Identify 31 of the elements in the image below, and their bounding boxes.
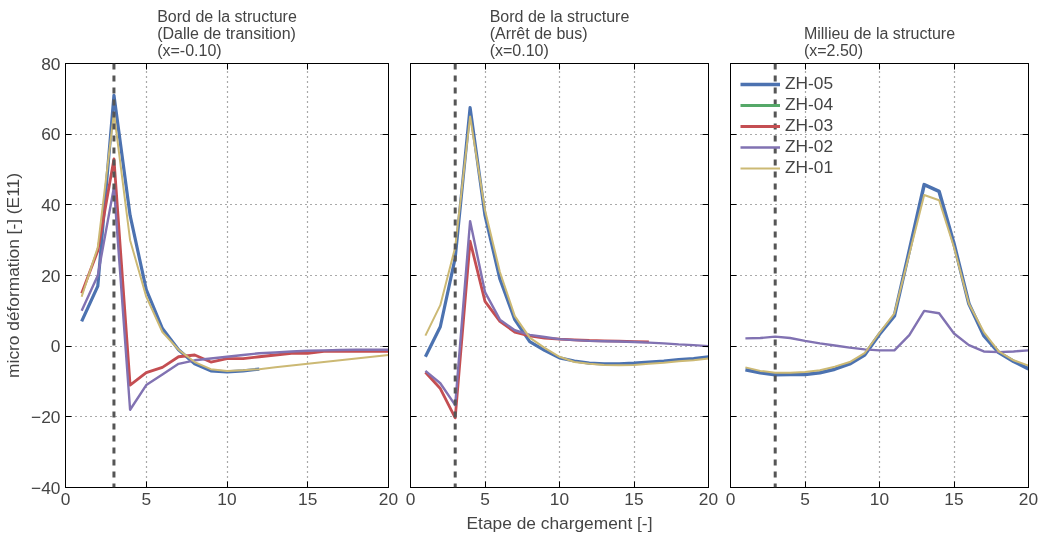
x-tick-label: 20 <box>378 488 399 509</box>
legend-label: ZH-05 <box>785 73 834 94</box>
x-tick-label: 15 <box>298 488 318 509</box>
chart-title: Bord de la structure (Dalle de transition) (x=-0.10) <box>157 7 297 59</box>
chart-title: Bord de la structure (Arrêt de bus) (x=0.10) <box>489 7 630 59</box>
x-tick-label: 5 <box>800 488 810 509</box>
x-tick-label: 15 <box>944 488 964 509</box>
x-tick-label: 15 <box>624 488 644 509</box>
y-tick-label: 40 <box>41 194 61 215</box>
y-tick-label: −40 <box>31 477 61 498</box>
x-tick-label: 20 <box>1018 488 1039 509</box>
y-tick-label: 80 <box>41 53 61 74</box>
y-tick-label: 60 <box>41 124 61 145</box>
x-axis-title: Etape de chargement [-] <box>466 512 653 533</box>
x-tick-label: 10 <box>549 488 570 509</box>
y-tick-label: 20 <box>41 265 61 286</box>
x-tick-label: 10 <box>217 488 237 509</box>
x-tick-label: 10 <box>869 488 890 509</box>
x-tick-label: 0 <box>725 488 736 509</box>
legend-label: ZH-02 <box>785 136 834 157</box>
legend-label: ZH-04 <box>785 94 834 115</box>
chart-title: Millieu de la structure (x=2.50) <box>803 24 956 59</box>
x-tick-label: 5 <box>141 488 152 509</box>
x-tick-label: 5 <box>480 488 490 509</box>
legend-label: ZH-03 <box>785 115 834 136</box>
y-tick-label: 0 <box>50 336 61 357</box>
y-axis-title: micro déformation [-] (E11) <box>3 173 24 378</box>
y-tick-label: −20 <box>31 406 61 427</box>
legend-label: ZH-01 <box>785 157 834 178</box>
x-tick-label: 20 <box>698 488 719 509</box>
x-tick-label: 0 <box>405 488 416 509</box>
